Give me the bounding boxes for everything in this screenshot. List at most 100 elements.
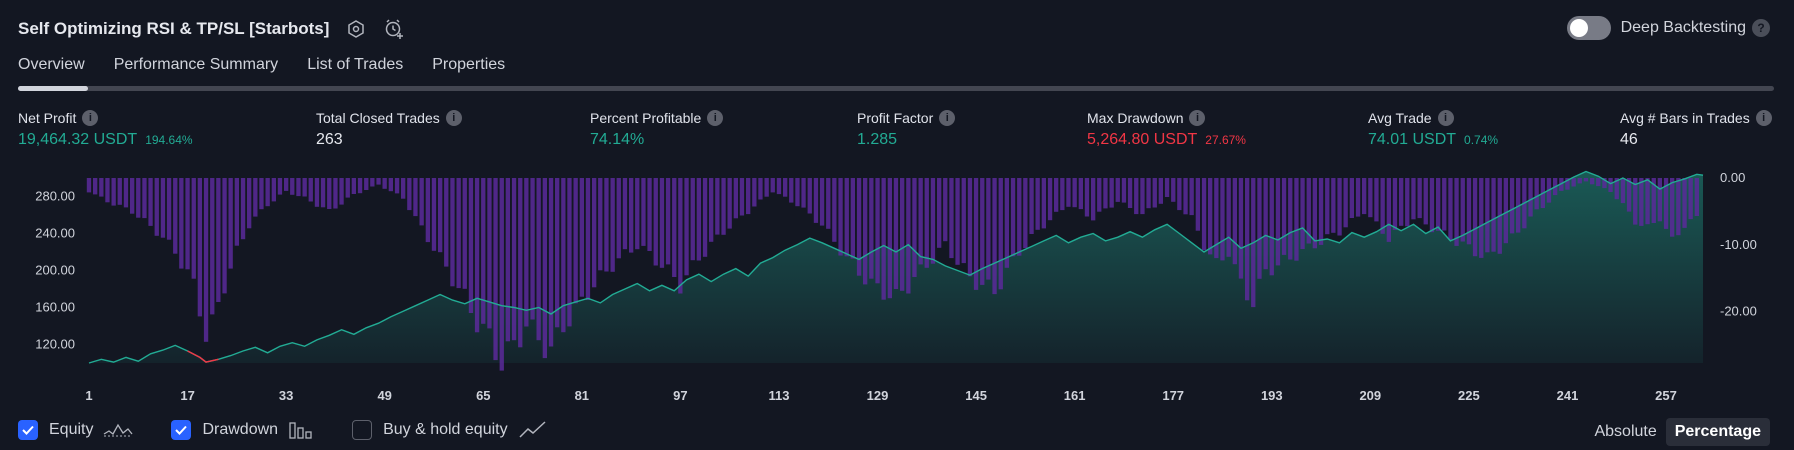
drawdown-bar (228, 178, 233, 269)
info-icon[interactable]: i (707, 110, 724, 126)
equity-checkbox[interactable] (18, 420, 38, 440)
x-tick-label: 113 (769, 388, 790, 403)
info-icon[interactable]: i (1755, 110, 1772, 126)
tab-indicator-track (18, 86, 1774, 91)
metric-avg-bars-in-trades: Avg # Bars in Trades i 46 (1620, 110, 1772, 149)
x-tick-label: 177 (1162, 388, 1184, 403)
x-tick-label: 209 (1359, 388, 1381, 403)
add-alert-icon[interactable] (383, 18, 405, 40)
equity-drawdown-chart[interactable]: 280.00 240.00 200.00 160.00 120.00 0.00 -10.00… (0, 168, 1794, 412)
drawdown-bar (930, 178, 936, 264)
buy-hold-checkbox[interactable] (352, 420, 373, 440)
drawdown-bar (1620, 178, 1626, 204)
drawdown-bar (789, 178, 794, 203)
drawdown-bar (973, 178, 979, 290)
drawdown-bar (641, 178, 646, 246)
chart-legend: Equity Drawdown Buy & hold equity (18, 420, 586, 440)
drawdown-bar (93, 178, 98, 195)
avg-bars-label: Avg # Bars in Trades (1620, 110, 1750, 126)
drawdown-bar (1208, 178, 1213, 255)
drawdown-bar (431, 178, 437, 251)
drawdown-bar (998, 178, 1003, 290)
y-left-tick-label: 160.00 (35, 300, 75, 315)
drawdown-bar (1238, 178, 1244, 279)
tab-performance-summary[interactable]: Performance Summary (113, 56, 279, 73)
absolute-mode-button[interactable]: Absolute (1594, 423, 1657, 440)
drawdown-bar (1602, 178, 1607, 189)
metric-profit-factor: Profit Factor i 1.285 (857, 110, 956, 149)
drawdown-bar (1300, 178, 1305, 249)
drawdown-bar (1189, 178, 1194, 216)
drawdown-bar (438, 178, 443, 253)
x-tick-label: 81 (575, 388, 589, 403)
drawdown-bar (567, 178, 572, 327)
drawdown-bar (856, 178, 862, 276)
percentage-mode-button[interactable]: Percentage (1665, 418, 1770, 446)
drawdown-bar (813, 178, 819, 223)
drawdown-bar (123, 178, 129, 208)
drawdown-bar (912, 178, 917, 277)
equity-line-icon (103, 420, 133, 440)
drawdown-bar (1134, 178, 1139, 215)
metric-avg-trade: Avg Trade i 74.01 USDT 0.74% (1368, 110, 1498, 149)
settings-icon[interactable] (345, 18, 367, 40)
drawdown-bar (1325, 178, 1330, 235)
drawdown-bar (1399, 178, 1404, 226)
info-icon[interactable]: i (445, 110, 462, 126)
info-icon[interactable]: i (939, 110, 956, 126)
drawdown-bar (284, 178, 289, 191)
drawdown-bar (875, 178, 880, 284)
drawdown-bar (419, 178, 424, 226)
view-mode-switch: Absolute Percentage (1585, 418, 1770, 446)
x-tick-label: 161 (1064, 388, 1086, 403)
y-left-tick-label: 200.00 (35, 263, 75, 278)
drawdown-bar (1306, 178, 1311, 244)
drawdown-bar (770, 178, 775, 193)
drawdown-bar (573, 178, 578, 304)
drawdown-bar (783, 178, 788, 197)
drawdown-bar (1626, 178, 1632, 212)
drawdown-bar (1663, 178, 1669, 229)
max-drawdown-label: Max Drawdown (1087, 110, 1184, 126)
drawdown-bar (1226, 178, 1231, 257)
drawdown-bar (1485, 178, 1490, 253)
drawdown-bar (727, 178, 732, 229)
drawdown-bar (179, 178, 184, 269)
avg-trade-label: Avg Trade (1368, 110, 1432, 126)
drawdown-bar (659, 178, 665, 268)
tab-overview[interactable]: Overview (18, 56, 85, 73)
tab-properties[interactable]: Properties (432, 56, 506, 73)
y-left-tick-label: 240.00 (35, 226, 75, 241)
drawdown-bar (1214, 178, 1219, 259)
drawdown-bar (401, 178, 406, 199)
drawdown-bar (468, 178, 474, 313)
info-icon[interactable]: i (1189, 110, 1206, 126)
drawdown-bar (1657, 178, 1663, 222)
drawdown-bar (130, 178, 135, 214)
drawdown-bar (906, 178, 911, 294)
drawdown-bar (1060, 178, 1065, 211)
tab-list-of-trades[interactable]: List of Trades (307, 56, 404, 73)
drawdown-bar (1534, 178, 1539, 210)
info-icon[interactable]: i (82, 110, 99, 126)
drawdown-bar (271, 178, 277, 202)
drawdown-bar (370, 178, 375, 187)
info-icon[interactable]: i (1437, 110, 1454, 126)
drawdown-bar (807, 178, 812, 214)
drawdown-bar (1682, 178, 1687, 228)
drawdown-checkbox[interactable] (171, 420, 192, 440)
drawdown-bar (382, 178, 387, 189)
drawdown-bar (1694, 178, 1700, 216)
drawdown-bar (893, 178, 899, 289)
drawdown-bar (1084, 178, 1090, 217)
buy-hold-line-icon (518, 420, 548, 440)
drawdown-bar (197, 178, 203, 317)
percent-profitable-label: Percent Profitable (590, 110, 702, 126)
deep-backtesting-toggle[interactable] (1566, 16, 1611, 40)
toggle-knob (1569, 19, 1588, 37)
help-icon[interactable]: ? (1752, 19, 1770, 37)
drawdown-bars-icon (288, 420, 314, 440)
drawdown-bar (838, 178, 843, 256)
drawdown-bar (1491, 178, 1496, 252)
drawdown-bar (1343, 178, 1348, 228)
